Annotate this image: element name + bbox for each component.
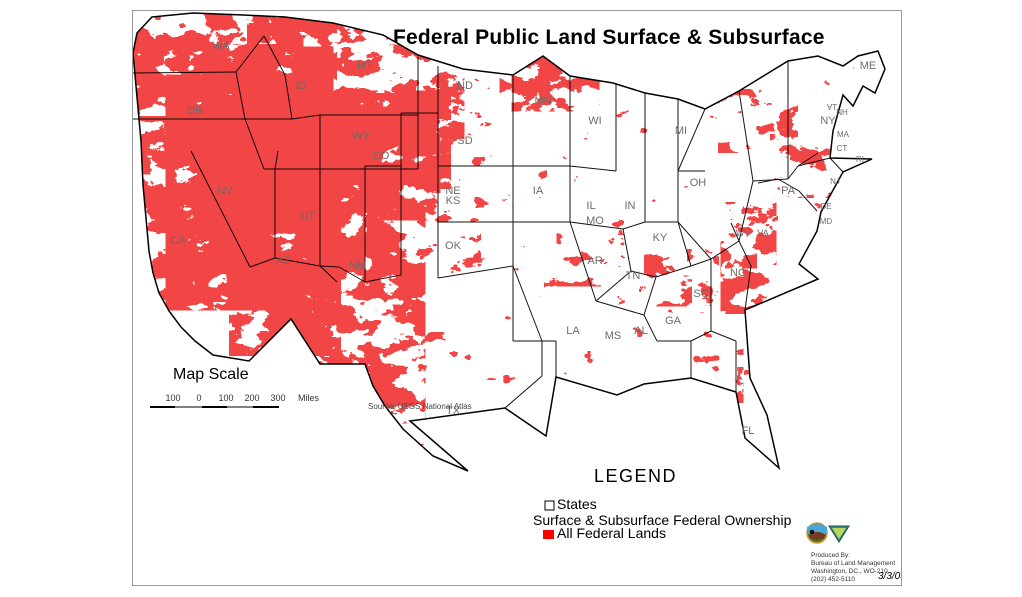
svg-text:NV: NV	[217, 185, 233, 197]
svg-text:Map Scale: Map Scale	[173, 366, 249, 383]
svg-text:IA: IA	[533, 185, 544, 197]
svg-text:(202) 452-5110: (202) 452-5110	[811, 576, 855, 583]
svg-text:WV: WV	[736, 228, 751, 238]
svg-text:NJ: NJ	[830, 177, 840, 186]
svg-text:300: 300	[270, 393, 285, 403]
svg-text:AL: AL	[634, 325, 647, 337]
svg-text:100: 100	[218, 393, 233, 403]
svg-text:0: 0	[196, 393, 201, 403]
svg-text:IL: IL	[586, 200, 595, 212]
svg-text:AR: AR	[587, 255, 602, 267]
svg-text:OK: OK	[445, 240, 462, 252]
svg-text:MN: MN	[534, 95, 551, 107]
svg-text:NH: NH	[836, 108, 848, 117]
svg-text:NC: NC	[730, 267, 746, 279]
svg-text:CT: CT	[837, 144, 848, 153]
svg-text:3/3/05: 3/3/05	[878, 571, 901, 582]
svg-text:DE: DE	[820, 202, 831, 211]
svg-text:MD: MD	[820, 217, 833, 226]
svg-text:MT: MT	[357, 60, 373, 72]
svg-text:200: 200	[244, 393, 259, 403]
svg-text:NY: NY	[820, 115, 836, 127]
svg-text:NM: NM	[349, 260, 366, 272]
svg-text:RI: RI	[856, 155, 864, 164]
svg-text:LA: LA	[566, 325, 580, 337]
svg-text:GA: GA	[665, 315, 682, 327]
svg-text:MO: MO	[586, 215, 604, 227]
svg-text:Miles: Miles	[298, 393, 320, 403]
svg-text:All Federal Lands: All Federal Lands	[557, 525, 666, 541]
svg-text:Produced By:: Produced By:	[811, 552, 850, 559]
svg-text:MA: MA	[837, 130, 850, 139]
svg-text:SD: SD	[457, 135, 472, 147]
svg-text:ID: ID	[296, 80, 307, 92]
svg-text:CO: CO	[373, 150, 390, 162]
svg-text:OH: OH	[690, 177, 707, 189]
svg-text:100: 100	[165, 393, 180, 403]
svg-text:TN: TN	[626, 270, 641, 282]
svg-text:MS: MS	[605, 330, 622, 342]
svg-text:Bureau of Land Management: Bureau of Land Management	[811, 560, 895, 567]
svg-text:OR: OR	[187, 105, 204, 117]
svg-text:PA: PA	[781, 185, 796, 197]
svg-text:ND: ND	[457, 80, 473, 92]
svg-text:States: States	[557, 496, 597, 512]
svg-text:VA: VA	[757, 228, 768, 238]
svg-text:WY: WY	[352, 130, 370, 142]
svg-text:UT: UT	[301, 210, 316, 222]
svg-text:WA: WA	[212, 40, 230, 52]
svg-text:CA: CA	[170, 235, 186, 247]
svg-text:SC: SC	[693, 288, 708, 300]
svg-text:WI: WI	[588, 115, 601, 127]
svg-text:FL: FL	[742, 425, 755, 437]
svg-text:MI: MI	[675, 125, 687, 137]
svg-text:AZ: AZ	[276, 255, 290, 267]
svg-text:LEGEND: LEGEND	[594, 466, 677, 486]
svg-text:IN: IN	[625, 200, 636, 212]
svg-text:KS: KS	[446, 195, 461, 207]
svg-text:KY: KY	[653, 232, 668, 244]
svg-text:Washington, DC., WO-210: Washington, DC., WO-210	[811, 568, 888, 575]
svg-text:ME: ME	[860, 60, 877, 72]
svg-text:Source: USGS National Atlas: Source: USGS National Atlas	[368, 402, 472, 411]
